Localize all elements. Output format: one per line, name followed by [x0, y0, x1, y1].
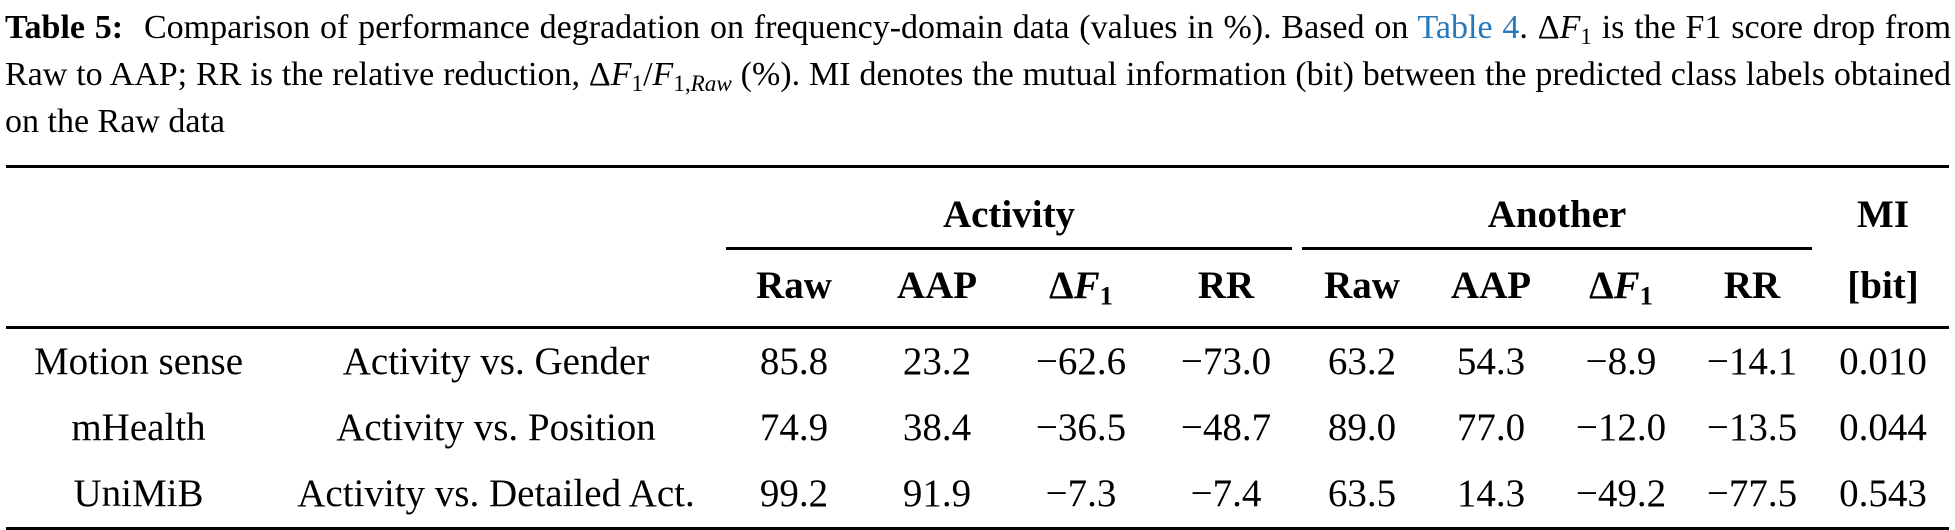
cell-value: −62.6 — [1035, 340, 1127, 383]
cell-value: −36.5 — [1035, 406, 1127, 449]
delta-symbol: Δ — [1537, 9, 1560, 46]
col-header-rr: RR — [1155, 250, 1297, 329]
subscript-1: 1 — [1099, 280, 1113, 311]
cell-value: 89.0 — [1327, 406, 1397, 449]
caption-text-4: (%). MI denotes the mutual information (… — [5, 56, 1951, 140]
group-label: Activity — [942, 193, 1076, 236]
cell-value: −49.2 — [1575, 472, 1667, 515]
math-f-italic: F — [652, 56, 674, 93]
cell-task: Activity vs. Gender — [342, 340, 650, 383]
cell-value: 54.3 — [1456, 340, 1526, 383]
cell-value: −13.5 — [1706, 406, 1798, 449]
cell-value: 63.2 — [1327, 340, 1397, 383]
cell-value: 85.8 — [759, 340, 829, 383]
math-f-italic: F — [610, 56, 632, 93]
cell-value: 63.5 — [1327, 472, 1397, 515]
cell-dataset: mHealth — [71, 406, 206, 449]
cell-value: 0.044 — [1839, 406, 1927, 449]
table-row-motion-sense: Motion sense Activity vs. Gender 85.8 23… — [6, 328, 1949, 396]
group-header-row: Activity Another MI — [6, 167, 1949, 251]
slash: / — [643, 56, 653, 93]
caption-text-1: Comparison of performance degradation on… — [134, 9, 1418, 46]
col-header-mi: MI — [1817, 167, 1949, 251]
cell-value: 74.9 — [759, 406, 829, 449]
mi-label: MI — [1857, 193, 1910, 236]
cell-value: −8.9 — [1585, 340, 1657, 383]
delta-symbol: Δ — [1589, 264, 1614, 307]
cell-task: Activity vs. Detailed Act. — [297, 472, 695, 515]
col-header-rr: RR — [1687, 250, 1818, 329]
subscript-1: 1 — [631, 70, 644, 97]
cell-value: −12.0 — [1575, 406, 1667, 449]
cell-value: 91.9 — [902, 472, 972, 515]
results-table: Activity Another MI Raw AAP ΔF1 RR Raw A… — [6, 165, 1950, 530]
cell-value: 14.3 — [1456, 472, 1526, 515]
math-f-italic: F — [1073, 264, 1100, 307]
subscript-text: 1, — [673, 70, 691, 97]
another-cmidrule: Another — [1302, 192, 1813, 250]
subscript-1-raw: 1,Raw — [673, 71, 731, 97]
caption-text-2: . — [1519, 9, 1538, 46]
cell-value: −7.3 — [1045, 472, 1117, 515]
group-label: Another — [1487, 193, 1627, 236]
spacer-cell — [6, 167, 721, 251]
subscript-1: 1 — [1580, 23, 1592, 50]
cell-value: 0.010 — [1839, 340, 1927, 383]
table-row-mhealth: mHealth Activity vs. Position 74.9 38.4 … — [6, 395, 1949, 461]
cell-value: −14.1 — [1706, 340, 1798, 383]
col-header-raw: Raw — [1297, 250, 1427, 329]
table-row-unimib: UniMiB Activity vs. Detailed Act. 99.2 9… — [6, 461, 1949, 529]
col-header-delta-f1: ΔF1 — [1007, 250, 1155, 329]
group-header-activity: Activity — [721, 167, 1297, 250]
table-caption: Table 5: Comparison of performance degra… — [0, 0, 1955, 145]
cell-value: 0.543 — [1839, 472, 1927, 515]
cell-value: 23.2 — [902, 340, 972, 383]
cell-value: −48.7 — [1180, 406, 1272, 449]
cell-value: 38.4 — [902, 406, 972, 449]
col-header-bit: [bit] — [1817, 250, 1950, 329]
activity-cmidrule: Activity — [726, 192, 1292, 250]
col-header-raw: Raw — [721, 250, 867, 329]
col-header-delta-f1: ΔF1 — [1555, 250, 1687, 329]
math-delta-f1: ΔF1 — [1537, 9, 1592, 48]
cell-value: 77.0 — [1456, 406, 1526, 449]
col-header-aap: AAP — [1427, 250, 1555, 329]
cell-dataset: UniMiB — [73, 472, 204, 515]
math-f-italic: F — [1559, 9, 1581, 46]
cell-value: −77.5 — [1706, 472, 1798, 515]
math-relative-reduction: ΔF1/F1,Raw — [588, 56, 732, 95]
cell-value: 99.2 — [759, 472, 829, 515]
column-header-row: Raw AAP ΔF1 RR Raw AAP ΔF1 RR [bit] — [6, 250, 1950, 329]
col-header-aap: AAP — [867, 250, 1007, 329]
cell-task: Activity vs. Position — [336, 406, 656, 449]
cell-value: −7.4 — [1190, 472, 1262, 515]
caption-text-3: is the F1 score drop from Raw to AAP; RR… — [5, 9, 1952, 93]
subscript-1: 1 — [1639, 280, 1653, 311]
caption-label: Table 5: — [5, 9, 124, 46]
subscript-raw-italic: Raw — [690, 70, 732, 97]
delta-symbol: Δ — [1049, 264, 1074, 307]
delta-symbol: Δ — [588, 56, 611, 93]
group-header-another: Another — [1297, 167, 1817, 250]
math-f-italic: F — [1613, 264, 1640, 307]
cell-value: −73.0 — [1180, 340, 1272, 383]
cell-dataset: Motion sense — [33, 340, 244, 383]
spacer-cell — [6, 250, 721, 329]
table4-link[interactable]: Table 4 — [1417, 9, 1520, 46]
